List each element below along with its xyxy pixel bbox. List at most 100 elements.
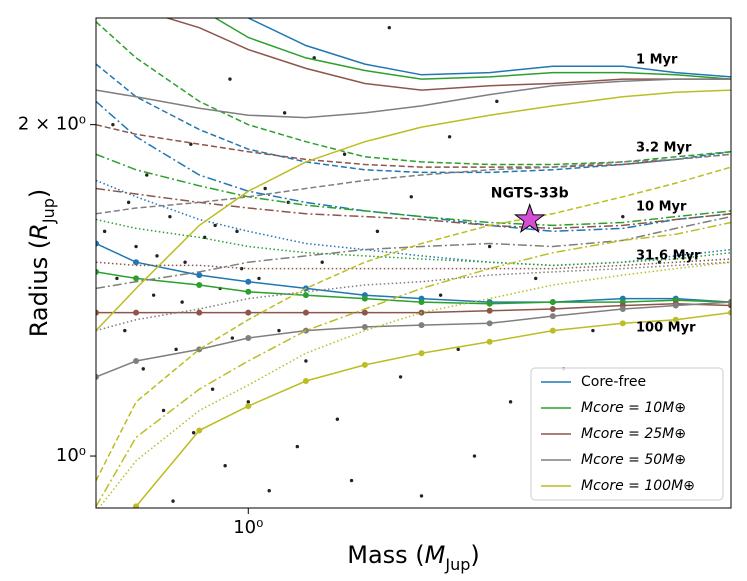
- catalog-point: [141, 367, 145, 371]
- catalog-point: [472, 454, 477, 458]
- model-marker: [361, 361, 368, 368]
- model-marker: [418, 299, 425, 306]
- y-tick-label: 10⁰: [56, 445, 86, 466]
- model-marker: [672, 316, 679, 323]
- model-marker: [302, 309, 309, 316]
- catalog-point: [419, 494, 424, 498]
- model-marker: [96, 268, 99, 275]
- model-marker: [245, 335, 252, 342]
- model-marker: [302, 377, 309, 384]
- catalog-point: [191, 431, 196, 435]
- planet-label: NGTS-33b: [491, 186, 569, 202]
- catalog-point: [312, 56, 316, 60]
- model-marker: [133, 275, 140, 282]
- catalog-point: [495, 99, 499, 104]
- age-label: 1 Myr: [636, 53, 678, 68]
- model-marker: [196, 309, 203, 316]
- model-marker: [196, 272, 203, 279]
- model-marker: [245, 288, 252, 295]
- model-marker: [196, 282, 203, 289]
- catalog-point: [508, 400, 513, 404]
- catalog-point: [277, 328, 281, 333]
- model-marker: [728, 299, 731, 306]
- x-axis-label-part: Jup: [444, 555, 470, 574]
- model-marker: [619, 306, 626, 313]
- catalog-point: [102, 229, 107, 234]
- catalog-point: [161, 408, 166, 413]
- model-curve: [96, 153, 731, 215]
- catalog-point: [304, 359, 308, 363]
- catalog-point: [151, 293, 156, 297]
- age-label: 3.2 Myr: [636, 141, 692, 156]
- legend-label: Mcore = 25M⊕: [581, 426, 686, 442]
- model-curve: [96, 242, 731, 303]
- model-curve: [96, 218, 731, 267]
- y-axis-label-part: Jup: [39, 198, 58, 224]
- catalog-point: [174, 347, 178, 352]
- model-marker: [245, 403, 252, 410]
- catalog-point: [349, 478, 354, 483]
- catalog-point: [487, 244, 492, 249]
- catalog-point: [438, 293, 443, 297]
- model-curve: [96, 215, 731, 290]
- model-curve: [96, 258, 731, 270]
- model-marker: [672, 302, 679, 309]
- model-marker: [549, 313, 556, 320]
- model-curve: [96, 303, 731, 314]
- catalog-point: [591, 328, 595, 333]
- model-marker: [418, 350, 425, 357]
- model-marker: [549, 306, 556, 313]
- model-curve: [96, 123, 731, 168]
- model-curve: [97, 261, 731, 508]
- catalog-point: [210, 387, 215, 391]
- y-axis-label-part: ): [25, 189, 53, 198]
- catalog-point: [320, 260, 324, 264]
- catalog-point: [398, 375, 403, 379]
- model-marker: [361, 309, 368, 316]
- model-marker: [361, 323, 368, 330]
- catalog-point: [246, 400, 250, 404]
- catalog-point: [387, 25, 391, 30]
- catalog-point: [115, 276, 119, 281]
- catalog-point: [621, 214, 625, 219]
- model-curve: [96, 271, 731, 305]
- catalog-point: [342, 152, 347, 156]
- axes-frame: [95, 17, 732, 509]
- catalog-point: [335, 417, 340, 421]
- catalog-point: [228, 77, 232, 81]
- legend-label: Mcore = 100M⊕: [581, 478, 695, 494]
- catalog-point: [134, 244, 138, 249]
- model-curve: [96, 166, 731, 481]
- model-marker: [486, 320, 493, 327]
- catalog-point: [168, 214, 172, 219]
- model-marker: [619, 320, 626, 327]
- model-marker: [361, 295, 368, 302]
- model-marker: [133, 357, 140, 364]
- model-marker: [549, 327, 556, 334]
- model-marker: [549, 299, 556, 306]
- model-curve: [96, 100, 731, 233]
- model-marker: [245, 278, 252, 285]
- age-label: 31.6 Myr: [636, 249, 701, 264]
- x-axis-label: Mass (MJup): [347, 541, 480, 574]
- model-marker: [133, 259, 140, 266]
- catalog-point: [155, 254, 159, 258]
- x-axis-label-part: M: [425, 541, 446, 569]
- catalog-point: [223, 463, 227, 468]
- catalog-point: [409, 195, 413, 199]
- catalog-point: [447, 135, 452, 139]
- model-curve: [96, 63, 731, 174]
- catalog-point: [295, 444, 300, 449]
- catalog-point: [213, 223, 217, 228]
- model-marker: [486, 338, 493, 345]
- y-axis-label-part: Radius (: [25, 240, 53, 337]
- y-tick-label: 2 × 10⁰: [18, 114, 86, 135]
- model-curve: [96, 78, 731, 119]
- catalog-point: [202, 235, 207, 240]
- model-marker: [96, 240, 99, 247]
- model-curve: [96, 261, 731, 332]
- model-curve: [96, 187, 731, 230]
- legend-label: Mcore = 50M⊕: [581, 452, 686, 468]
- catalog-point: [456, 347, 460, 352]
